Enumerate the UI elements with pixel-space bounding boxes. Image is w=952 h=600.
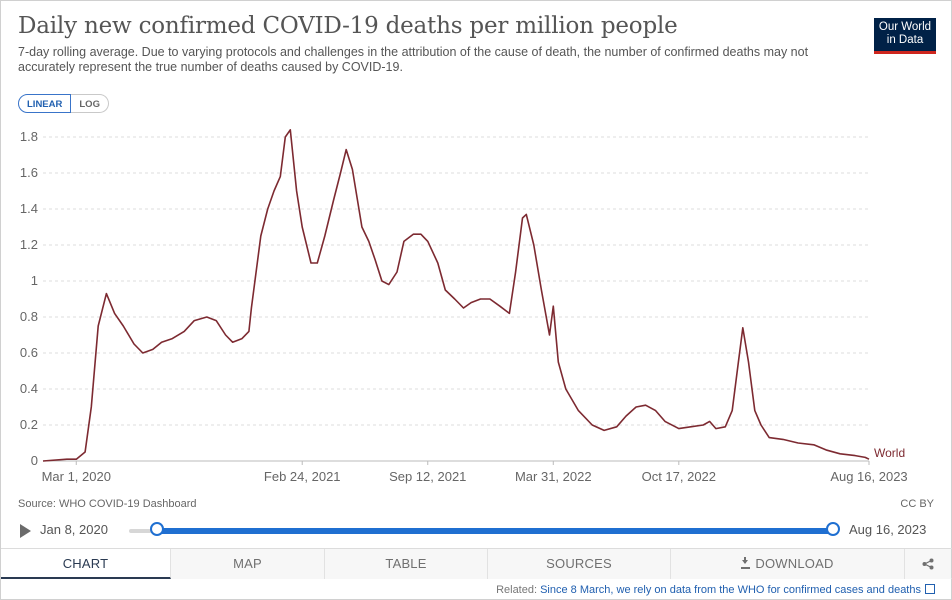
related-note: Related: Since 8 March, we rely on data … [496, 583, 935, 596]
timeline-selected-range[interactable] [157, 528, 833, 534]
chart-title: Daily new confirmed COVID-19 deaths per … [18, 13, 678, 39]
y-tick-label: 1.4 [20, 201, 38, 216]
x-tick-label: Oct 17, 2022 [642, 469, 716, 484]
y-tick-label: 0 [31, 453, 38, 468]
play-icon[interactable] [20, 524, 31, 538]
owid-logo[interactable]: Our World in Data [874, 18, 936, 54]
tab-table[interactable]: TABLE [325, 549, 488, 579]
chart-subtitle: 7-day rolling average. Due to varying pr… [18, 45, 809, 74]
log-scale-button[interactable]: LOG [71, 94, 109, 113]
y-tick-label: 1.8 [20, 129, 38, 144]
logo-line-2: in Data [886, 34, 924, 46]
tab-download-label: DOWNLOAD [755, 556, 834, 571]
timeline-track-rest[interactable] [129, 529, 159, 533]
timeline-start-handle[interactable] [150, 522, 164, 536]
y-tick-label: 1.2 [20, 237, 38, 252]
source-note: Source: WHO COVID-19 Dashboard [18, 498, 197, 510]
y-tick-label: 0.8 [20, 309, 38, 324]
related-link[interactable]: Since 8 March, we rely on data from the … [540, 584, 921, 596]
tab-map[interactable]: MAP [171, 549, 325, 579]
tab-chart[interactable]: CHART [1, 549, 171, 579]
share-icon [922, 558, 934, 570]
external-link-icon[interactable] [925, 584, 935, 594]
x-tick-label: Aug 16, 2023 [830, 469, 907, 484]
logo-line-1: Our World [878, 21, 932, 33]
license-label: CC BY [900, 498, 934, 510]
tab-download[interactable]: DOWNLOAD [671, 549, 905, 579]
scale-toggle[interactable]: LINEAR LOG [18, 94, 109, 113]
timeline-end-handle[interactable] [826, 522, 840, 536]
y-tick-label: 0.6 [20, 345, 38, 360]
x-tick-label: Feb 24, 2021 [264, 469, 341, 484]
download-icon [741, 557, 751, 569]
line-chart[interactable]: 0 0.2 0.4 0.6 0.8 1 1.2 1.4 1.6 1.8 Mar 1, 2020 Feb… [1, 119, 952, 494]
timeline-end-label: Aug 16, 2023 [849, 522, 927, 537]
y-tick-label: 0.2 [20, 417, 38, 432]
series-label: World [874, 446, 905, 460]
timeline-start-label: Jan 8, 2020 [40, 522, 108, 537]
linear-scale-button[interactable]: LINEAR [18, 94, 72, 113]
x-tick-label: Sep 12, 2021 [389, 469, 466, 484]
x-tick-label: Mar 1, 2020 [42, 469, 111, 484]
y-tick-label: 1.6 [20, 165, 38, 180]
x-tick-label: Mar 31, 2022 [515, 469, 592, 484]
tab-bar: CHART MAP TABLE SOURCES DOWNLOAD [1, 548, 952, 579]
tab-sources[interactable]: SOURCES [488, 549, 671, 579]
y-tick-label: 0.4 [20, 381, 38, 396]
timeline-slider[interactable]: Jan 8, 2020 Aug 16, 2023 [1, 519, 952, 543]
y-tick-label: 1 [31, 273, 38, 288]
related-prefix: Related: [496, 584, 541, 596]
share-button[interactable] [905, 549, 951, 579]
series-line-world [42, 129, 870, 462]
